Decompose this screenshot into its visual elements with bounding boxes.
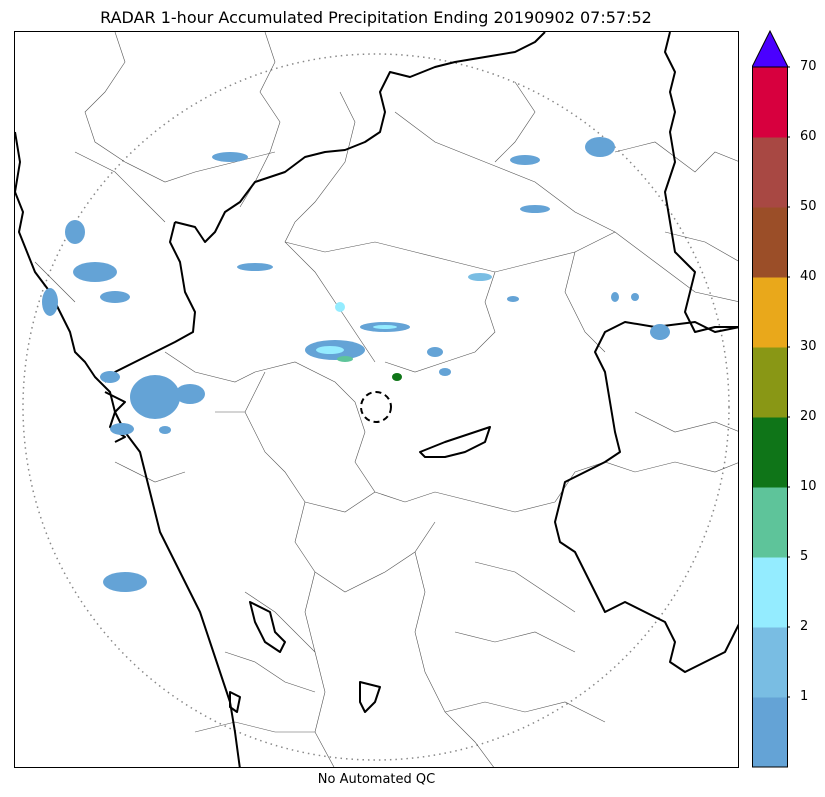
district-boundaries xyxy=(34,32,738,767)
colorbar-bin xyxy=(752,347,788,418)
colorbar-graphic xyxy=(752,30,790,768)
colorbar-frame xyxy=(752,66,788,768)
colorbar-tick-label: 2 xyxy=(800,619,809,634)
colorbar-bin xyxy=(752,67,788,138)
state-boundaries xyxy=(15,32,738,767)
colorbar-bin xyxy=(752,417,788,488)
colorbar-tick-label: 5 xyxy=(800,549,809,564)
colorbar-bin xyxy=(752,277,788,348)
colorbar-bin xyxy=(752,137,788,208)
map-title: RADAR 1-hour Accumulated Precipitation E… xyxy=(100,8,652,27)
colorbar-bin xyxy=(752,207,788,278)
colorbar-bin xyxy=(752,627,788,698)
radar-map[interactable] xyxy=(15,32,739,768)
colorbar-bin xyxy=(752,697,788,768)
colorbar-tick-label: 20 xyxy=(800,409,817,424)
colorbar-tick-label: 1 xyxy=(800,689,809,704)
qc-footnote: No Automated QC xyxy=(317,772,436,787)
colorbar-bin xyxy=(752,557,788,628)
colorbar-tick-label: 10 xyxy=(800,479,817,494)
colorbar-tick-label: 40 xyxy=(800,269,817,284)
colorbar-bin xyxy=(752,487,788,558)
colorbar-extend-arrow xyxy=(752,30,789,68)
radar-map-panel[interactable] xyxy=(14,31,739,768)
colorbar-tick-label: 60 xyxy=(800,129,817,144)
precipitation-colorbar xyxy=(752,30,790,770)
colorbar-tick-label: 30 xyxy=(800,339,817,354)
colorbar-tick-label: 70 xyxy=(800,59,817,74)
range-ring xyxy=(22,53,730,761)
colorbar-tick-label: 50 xyxy=(800,199,817,214)
radar-site-marker xyxy=(360,391,392,423)
precipitation-echoes xyxy=(42,137,670,592)
